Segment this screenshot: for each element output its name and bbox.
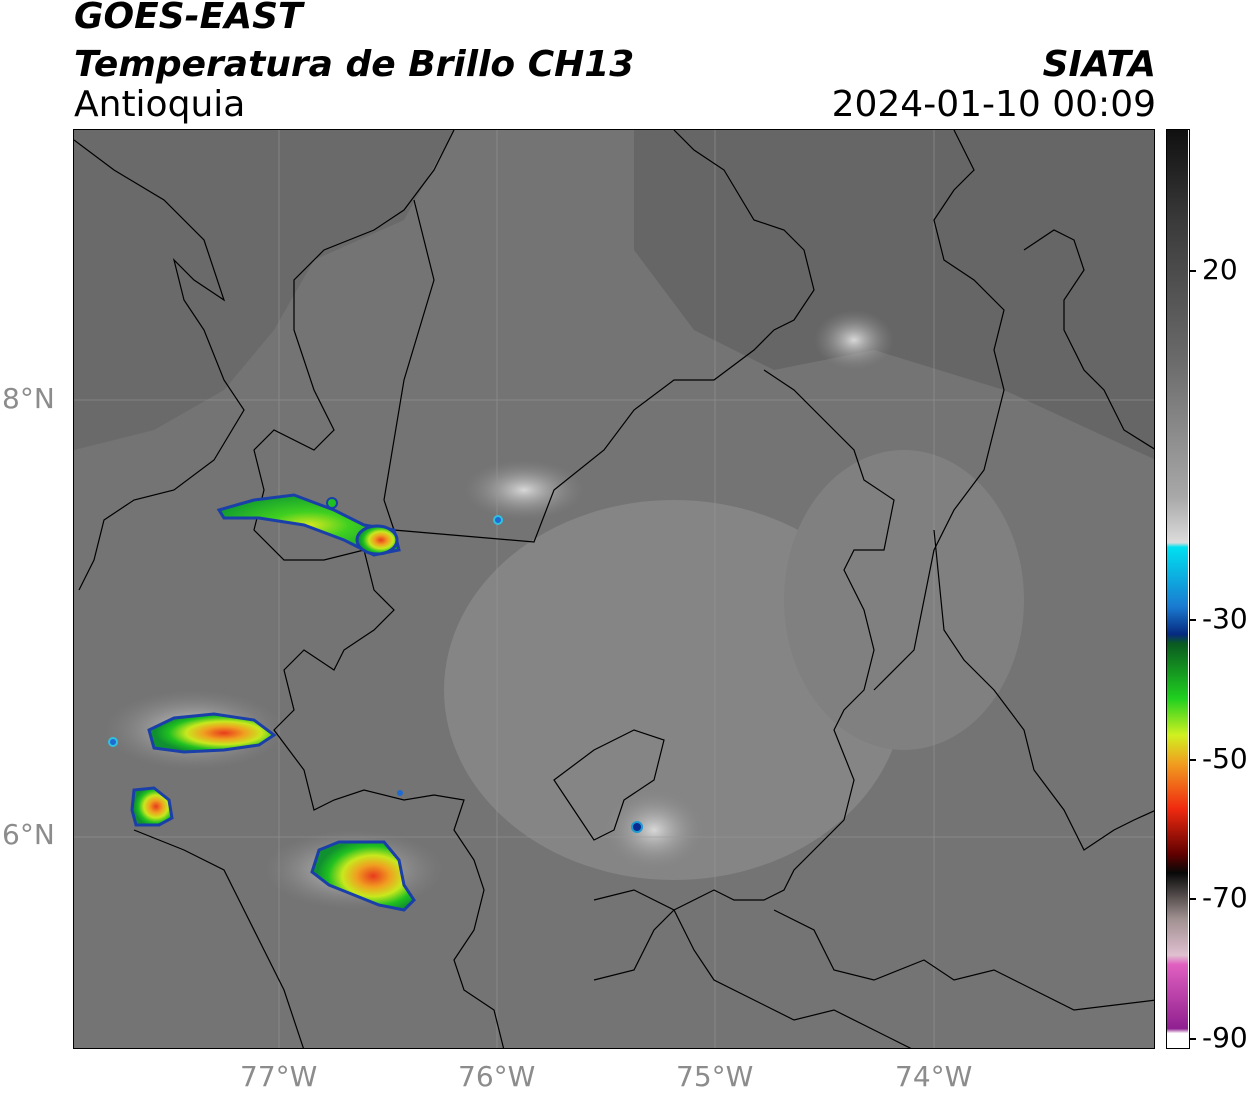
borders [74, 130, 1154, 1048]
satellite-map[interactable] [73, 129, 1155, 1049]
lon-label-76w: 76°W [458, 1060, 536, 1093]
colorbar-tick [1189, 270, 1196, 272]
colorbar [1166, 129, 1190, 1049]
colorbar-label: -90 [1202, 1021, 1248, 1054]
colorbar-tick [1189, 1038, 1196, 1040]
colorbar-label: -70 [1202, 881, 1248, 914]
colorbar-label: 20 [1202, 253, 1238, 286]
lat-label-8n: 8°N [2, 382, 55, 415]
lon-label-77w: 77°W [240, 1060, 318, 1093]
lat-label-6n: 6°N [2, 818, 55, 851]
datetime-label: 2024-01-10 00:09 [831, 84, 1156, 125]
source-label: SIATA [1042, 44, 1156, 85]
colorbar-tick [1189, 759, 1196, 761]
colorbar-tick [1189, 898, 1196, 900]
map-canvas [74, 130, 1154, 1048]
lon-label-74w: 74°W [895, 1060, 973, 1093]
region-label: Antioquia [74, 84, 246, 125]
product-title: Temperatura de Brillo CH13 [74, 44, 635, 85]
lon-label-75w: 75°W [676, 1060, 754, 1093]
colorbar-label: -50 [1202, 742, 1248, 775]
convective-cells [108, 493, 643, 912]
graticule [74, 130, 1154, 1048]
colorbar-gradient [1167, 130, 1188, 1047]
colorbar-label: -30 [1202, 602, 1248, 635]
satellite-title: GOES-EAST [74, 0, 303, 37]
colorbar-tick [1189, 619, 1196, 621]
